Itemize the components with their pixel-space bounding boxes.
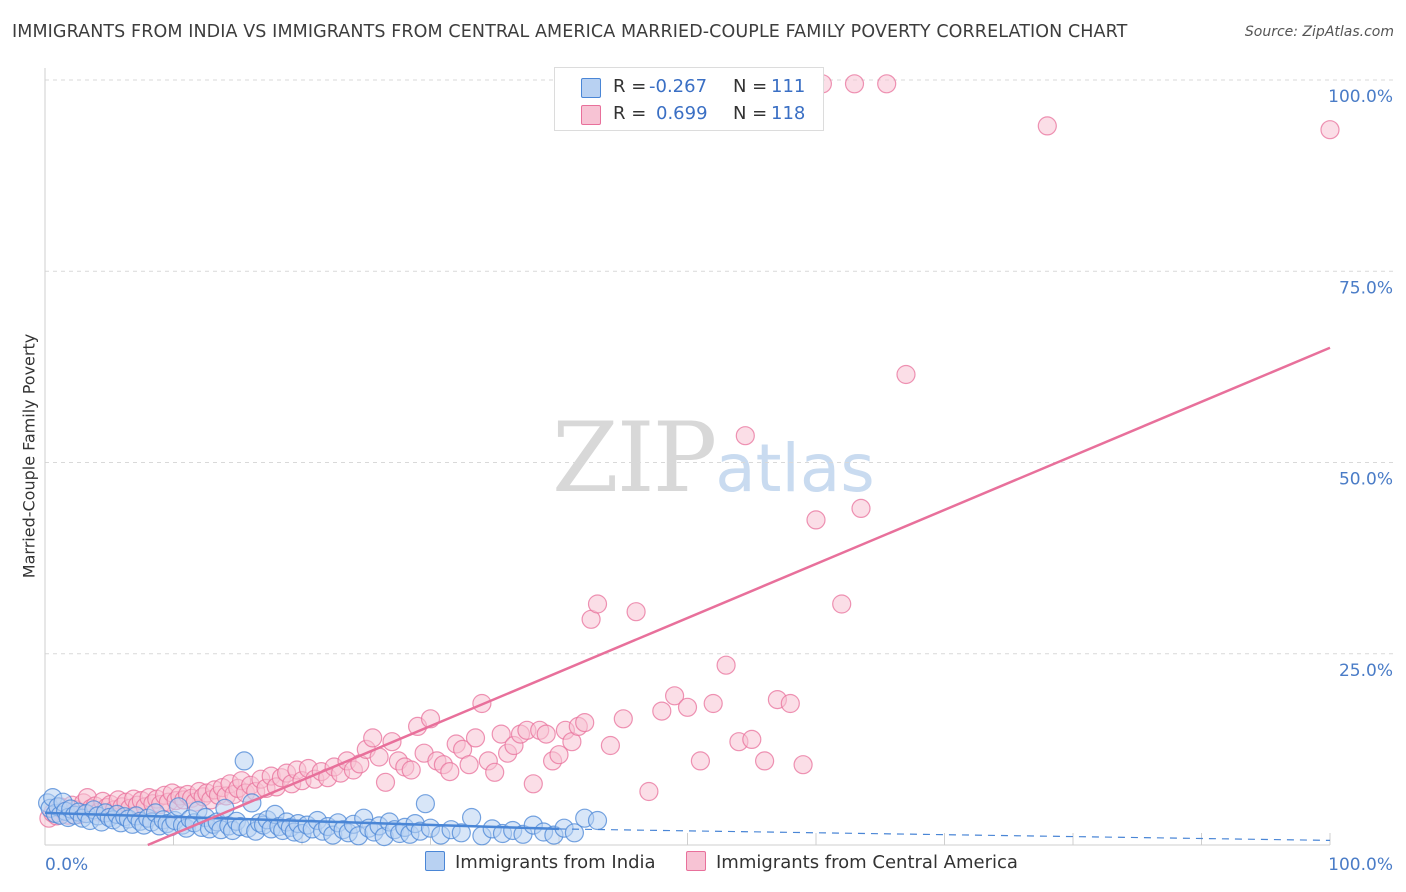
ca-n-value: 118 — [771, 103, 806, 124]
central-america-point-129 — [896, 364, 916, 385]
legend-india-swatch — [425, 851, 445, 871]
central-america-point-111 — [626, 602, 646, 622]
y-tick-label-2: 75.0% — [1339, 278, 1393, 298]
central-america-point-109 — [600, 735, 621, 756]
central-america-point-126 — [806, 510, 826, 530]
axes — [44, 68, 1331, 846]
central-america-point-122 — [754, 751, 775, 771]
india-n-value: 111 — [771, 76, 806, 97]
source-label: Source: ZipAtlas.com — [1244, 24, 1394, 40]
central-america-point-127 — [832, 594, 852, 614]
central-america-point-125 — [793, 755, 813, 775]
central-america-point-133 — [1037, 116, 1057, 136]
legend-ca-swatch — [686, 851, 706, 871]
central-america-point-102 — [549, 745, 569, 765]
y-axis-label: Married-Couple Family Poverty — [19, 333, 39, 579]
central-america-point-110 — [613, 709, 633, 729]
india-r-value: -0.267 — [649, 76, 708, 97]
x-tick-label-1: 100.0% — [1328, 855, 1393, 875]
central-america-swatch — [581, 105, 601, 125]
central-america-point-114 — [664, 686, 685, 706]
central-america-point-75 — [375, 772, 396, 792]
central-america-point-106 — [575, 712, 595, 733]
gridlines — [45, 79, 1395, 655]
central-america-point-98 — [523, 774, 543, 794]
stats-box: R = -0.267 N = 111 R = 0.699 N = 118 — [554, 67, 824, 131]
central-america-point-113 — [652, 701, 672, 721]
india-point-97 — [451, 823, 471, 843]
central-america-point-88 — [459, 755, 479, 775]
central-america-point-128 — [851, 498, 871, 518]
trend-lines — [44, 346, 1331, 847]
central-america-point-79 — [401, 760, 421, 780]
central-america-point-118 — [716, 655, 736, 675]
central-america-point-121 — [735, 426, 755, 446]
stats-row-central-america: R = 0.699 N = 118 — [555, 100, 823, 128]
central-america-point-89 — [465, 728, 486, 748]
india-trend-extension — [558, 828, 1331, 842]
central-america-point-112 — [639, 781, 659, 802]
india-trend-line — [44, 811, 560, 831]
india-n-label: N = — [733, 76, 768, 97]
ca-r-label: R = — [613, 103, 647, 124]
legend-ca-label: Immigrants from Central America — [716, 852, 1018, 873]
y-tick-label-1: 50.0% — [1339, 470, 1393, 490]
central-america-point-134 — [1320, 120, 1340, 140]
central-america-point-131 — [844, 74, 865, 94]
x-tick-label-0: 0.0% — [45, 855, 88, 875]
central-america-point-120 — [742, 729, 762, 750]
central-america-point-92 — [485, 762, 505, 782]
india-r-label: R = — [613, 76, 647, 97]
legend-item-india[interactable]: Immigrants from India — [425, 851, 656, 877]
india-point-108 — [564, 823, 585, 843]
central-america-points — [39, 74, 1340, 828]
central-america-trend-line — [147, 346, 1331, 847]
y-tick-label-0: 25.0% — [1339, 661, 1393, 681]
stats-row-india: R = -0.267 N = 111 — [555, 73, 823, 101]
tick-labels: 25.0% 50.0% 75.0% 100.0% 0.0% 100.0% — [45, 87, 1393, 875]
chart-title: IMMIGRANTS FROM INDIA VS IMMIGRANTS FROM… — [12, 22, 1128, 42]
central-america-point-124 — [780, 693, 800, 714]
central-america-point-116 — [690, 751, 711, 771]
ca-r-value: 0.699 — [656, 103, 708, 124]
central-america-point-117 — [703, 693, 723, 714]
india-swatch — [581, 78, 601, 98]
central-america-point-73 — [363, 728, 383, 748]
legend-item-central-america[interactable]: Immigrants from Central America — [686, 851, 1018, 877]
india-point-54 — [234, 751, 254, 771]
central-america-point-85 — [440, 761, 460, 782]
ca-n-label: N = — [733, 103, 768, 124]
india-point-98 — [462, 807, 482, 828]
india-point-93 — [415, 794, 435, 814]
central-america-point-132 — [877, 74, 897, 94]
central-america-point-115 — [677, 697, 698, 717]
central-america-point-93 — [491, 724, 511, 744]
central-america-point-108 — [587, 594, 608, 614]
legend-india-label: Immigrants from India — [455, 852, 656, 873]
india-point-110 — [587, 810, 608, 831]
watermark-zip: ZIP — [552, 402, 717, 514]
central-america-point-100 — [536, 724, 556, 744]
y-tick-label-3: 100.0% — [1328, 87, 1393, 107]
